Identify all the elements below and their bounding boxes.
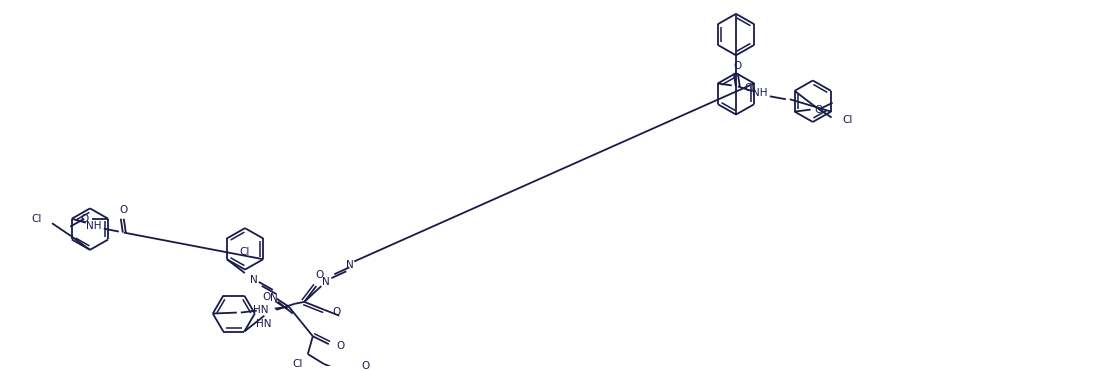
- Text: O: O: [362, 361, 370, 371]
- Text: O: O: [80, 214, 88, 224]
- Text: Cl: Cl: [240, 247, 250, 257]
- Text: O: O: [815, 105, 823, 115]
- Text: N: N: [323, 277, 330, 287]
- Text: NH: NH: [86, 221, 102, 231]
- Text: Cl: Cl: [293, 359, 303, 369]
- Text: O: O: [315, 270, 324, 280]
- Text: Cl: Cl: [744, 83, 755, 93]
- Text: O: O: [337, 341, 346, 351]
- Text: NH: NH: [753, 88, 768, 98]
- Text: O: O: [734, 60, 742, 70]
- Text: N: N: [347, 260, 354, 270]
- Text: Cl: Cl: [32, 214, 42, 224]
- Text: HN: HN: [253, 305, 269, 315]
- Text: O: O: [332, 307, 340, 317]
- Text: HN: HN: [257, 319, 272, 329]
- Text: Cl: Cl: [842, 115, 853, 125]
- Text: N: N: [270, 293, 278, 303]
- Text: O: O: [120, 205, 128, 215]
- Text: N: N: [250, 275, 258, 285]
- Text: O: O: [262, 292, 271, 302]
